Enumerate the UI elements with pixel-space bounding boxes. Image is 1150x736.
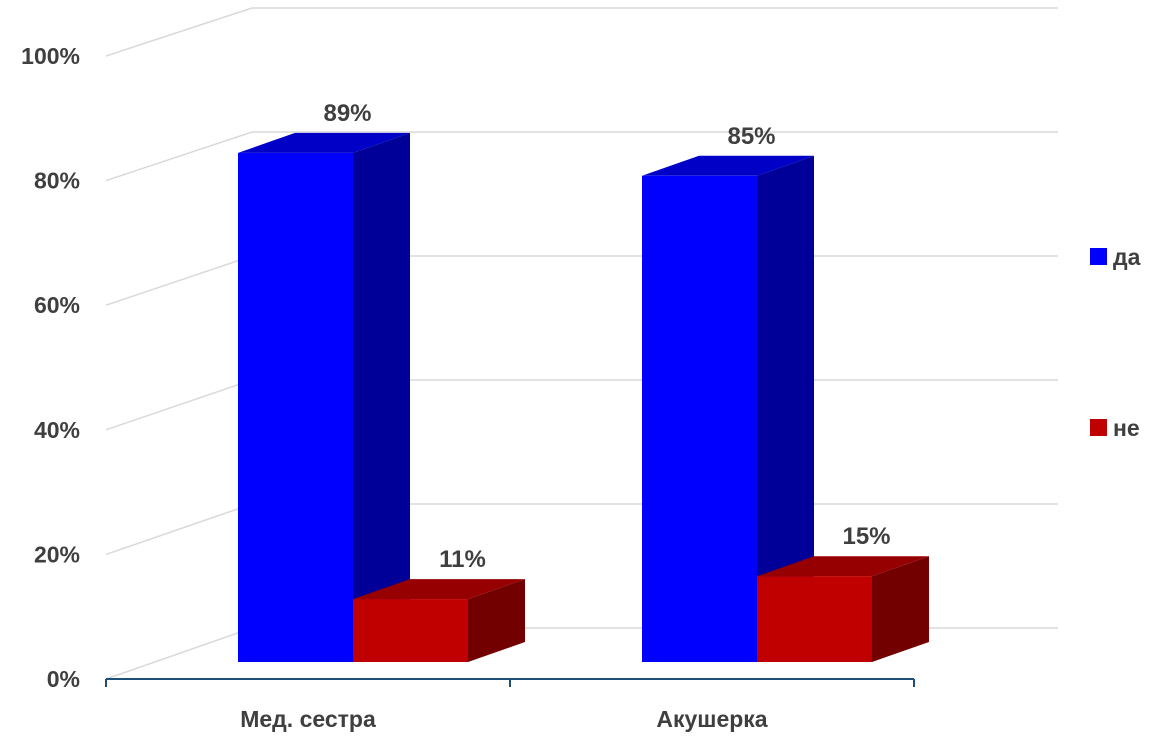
y-tick-label: 60% [34,292,80,318]
bar-да [238,132,410,663]
bar-top [238,132,410,153]
legend-item: да [1090,244,1141,270]
data-label: 11% [439,546,486,573]
legend-label: да [1113,244,1141,270]
data-label: 15% [842,523,890,550]
legend-swatch [1090,248,1107,265]
legend-label: не [1113,415,1140,441]
gridline [105,7,1058,57]
category-label: Акушерка [656,706,767,732]
y-tick-label: 20% [34,541,80,567]
gridline [105,131,1058,182]
data-label: 89% [323,100,371,127]
legend-item: не [1090,415,1140,441]
bar-не [757,556,929,662]
bar-front [238,152,353,663]
data-labels: 89% 11% 85% 15% [323,100,890,573]
bar-side [757,155,814,663]
bar-front [757,576,872,662]
y-tick-label: 0% [47,666,80,692]
bar-side [353,132,410,663]
y-tick-label: 80% [34,168,80,194]
legend-swatch [1090,419,1107,436]
bar-top [353,579,525,600]
bar-front [642,175,757,663]
bar-side [468,579,525,662]
legend: да не [1090,244,1141,441]
bars [238,132,929,663]
bar-front [353,599,468,662]
y-axis: 0% 20% 40% 60% 80% 100% [21,43,80,692]
y-tick-label: 40% [34,417,80,443]
y-tick-label: 100% [21,43,80,69]
category-label: Мед. сестра [240,706,376,732]
x-axis: Мед. сестра Акушерка [105,678,915,732]
bar-side [872,556,929,662]
bar-top [757,556,929,577]
bar-top [642,155,814,176]
data-label: 85% [727,123,775,150]
bar-да [642,155,814,663]
bar-не [353,579,525,662]
